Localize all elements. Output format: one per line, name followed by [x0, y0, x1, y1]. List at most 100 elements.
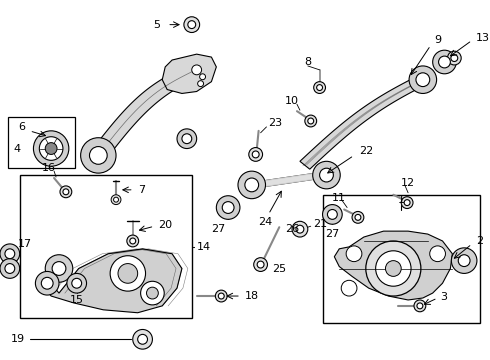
- Circle shape: [376, 251, 411, 286]
- Bar: [8, 117, 75, 168]
- Circle shape: [0, 259, 20, 278]
- Circle shape: [451, 248, 477, 273]
- Text: 5: 5: [153, 20, 160, 30]
- Circle shape: [72, 278, 82, 288]
- Circle shape: [257, 261, 264, 268]
- Circle shape: [308, 118, 314, 124]
- Circle shape: [188, 21, 196, 28]
- Circle shape: [322, 204, 342, 224]
- Text: 7: 7: [138, 185, 145, 195]
- Text: 18: 18: [245, 291, 259, 301]
- Circle shape: [110, 256, 146, 291]
- Circle shape: [111, 195, 121, 204]
- Text: 15: 15: [70, 295, 84, 305]
- Circle shape: [192, 65, 201, 75]
- Circle shape: [430, 246, 445, 262]
- Circle shape: [414, 300, 426, 312]
- Text: 11: 11: [332, 193, 346, 203]
- Circle shape: [45, 143, 57, 154]
- Text: 6: 6: [18, 122, 25, 132]
- Circle shape: [341, 280, 357, 296]
- Circle shape: [417, 303, 423, 309]
- Circle shape: [182, 134, 192, 144]
- Circle shape: [147, 287, 158, 299]
- Circle shape: [254, 258, 268, 271]
- Circle shape: [313, 161, 340, 189]
- Polygon shape: [44, 249, 182, 313]
- Circle shape: [184, 17, 199, 32]
- Circle shape: [0, 244, 20, 264]
- Text: 9: 9: [435, 35, 442, 45]
- Circle shape: [458, 255, 470, 266]
- Circle shape: [60, 186, 72, 198]
- Circle shape: [217, 196, 240, 219]
- Text: 2: 2: [476, 236, 483, 246]
- Text: 23: 23: [269, 118, 283, 128]
- Circle shape: [63, 189, 69, 195]
- Text: 19: 19: [11, 334, 25, 344]
- Circle shape: [141, 281, 164, 305]
- Circle shape: [451, 55, 458, 62]
- Circle shape: [386, 261, 401, 276]
- Circle shape: [439, 56, 450, 68]
- Circle shape: [433, 50, 456, 74]
- Text: 14: 14: [196, 242, 211, 252]
- Circle shape: [35, 271, 59, 295]
- Circle shape: [401, 197, 413, 208]
- Circle shape: [138, 334, 147, 344]
- Text: 17: 17: [18, 239, 32, 249]
- Circle shape: [52, 262, 66, 275]
- Polygon shape: [92, 67, 198, 160]
- Circle shape: [238, 171, 266, 199]
- Circle shape: [409, 66, 437, 94]
- Circle shape: [355, 215, 361, 220]
- Circle shape: [216, 290, 227, 302]
- Circle shape: [366, 241, 421, 296]
- Text: 26: 26: [285, 224, 299, 234]
- Circle shape: [39, 137, 63, 160]
- Text: 12: 12: [401, 178, 416, 188]
- Polygon shape: [334, 231, 452, 300]
- Circle shape: [118, 264, 138, 283]
- Text: 22: 22: [359, 147, 373, 157]
- Circle shape: [41, 277, 53, 289]
- Bar: [322, 195, 480, 323]
- Text: 27: 27: [211, 224, 225, 234]
- Text: 24: 24: [258, 217, 272, 227]
- Polygon shape: [300, 76, 428, 169]
- Circle shape: [199, 74, 205, 80]
- Circle shape: [45, 255, 73, 282]
- Circle shape: [305, 115, 317, 127]
- Text: 16: 16: [42, 163, 56, 173]
- Circle shape: [245, 178, 259, 192]
- Circle shape: [346, 246, 362, 262]
- Text: 8: 8: [304, 57, 311, 67]
- Circle shape: [447, 51, 461, 65]
- Circle shape: [90, 147, 107, 164]
- Text: 25: 25: [272, 264, 287, 274]
- Circle shape: [219, 293, 224, 299]
- Text: 4: 4: [14, 144, 21, 153]
- Circle shape: [319, 168, 333, 182]
- Circle shape: [133, 329, 152, 349]
- Circle shape: [114, 197, 119, 202]
- Circle shape: [197, 81, 203, 87]
- Circle shape: [33, 131, 69, 166]
- Bar: [20, 175, 192, 318]
- Circle shape: [404, 200, 410, 206]
- Text: 10: 10: [285, 96, 299, 106]
- Circle shape: [127, 235, 139, 247]
- Circle shape: [67, 273, 87, 293]
- Circle shape: [249, 148, 263, 161]
- Circle shape: [292, 221, 308, 237]
- Text: 3: 3: [441, 292, 447, 302]
- Text: 1: 1: [398, 195, 405, 205]
- Circle shape: [5, 264, 15, 273]
- Circle shape: [177, 129, 196, 149]
- Circle shape: [327, 210, 337, 219]
- Circle shape: [222, 202, 234, 213]
- Text: 20: 20: [158, 220, 172, 230]
- Circle shape: [416, 73, 430, 87]
- Circle shape: [314, 82, 325, 94]
- Circle shape: [317, 85, 322, 90]
